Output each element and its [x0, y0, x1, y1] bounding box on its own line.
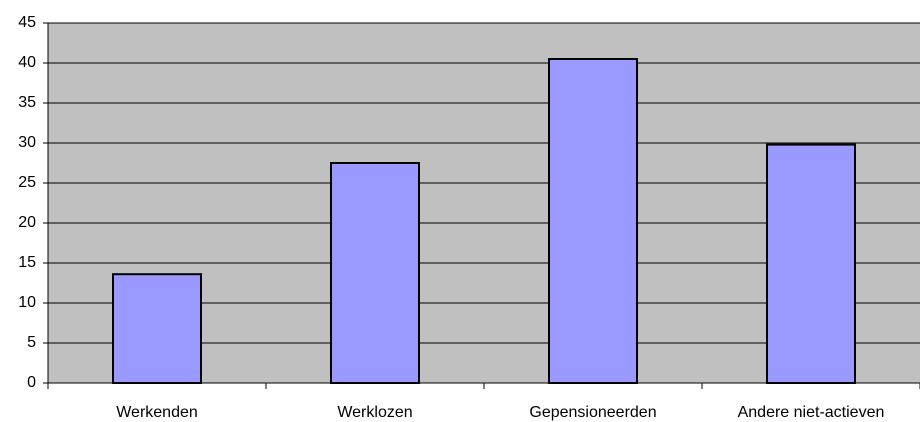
- x-tick-label: Andere niet-actieven: [738, 404, 885, 421]
- y-tick-label: 35: [18, 94, 36, 111]
- y-tick-label: 5: [27, 334, 36, 351]
- bar: [112, 273, 202, 385]
- bar: [330, 162, 420, 384]
- x-tick-label: Gepensioneerden: [529, 404, 656, 421]
- y-tick-label: 25: [18, 174, 36, 191]
- bar: [548, 58, 638, 384]
- y-tick-label: 0: [27, 374, 36, 391]
- y-tick-label: 15: [18, 254, 36, 271]
- y-tick-label: 45: [18, 14, 36, 31]
- y-tick-label: 10: [18, 294, 36, 311]
- x-tick-label: Werkenden: [116, 404, 198, 421]
- bar: [766, 143, 856, 384]
- y-tick-label: 40: [18, 54, 36, 71]
- y-tick-label: 20: [18, 214, 36, 231]
- y-tick-label: 30: [18, 134, 36, 151]
- x-tick-label: Werklozen: [337, 404, 412, 421]
